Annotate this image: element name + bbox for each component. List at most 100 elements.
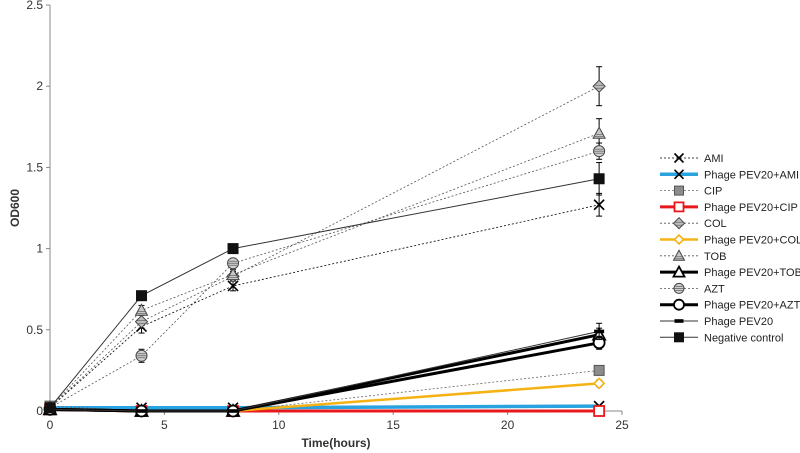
legend-label: Negative control [704,332,784,344]
data-point [44,402,56,414]
series-phage-pev20-tob [42,326,607,417]
series-line [49,204,600,409]
legend: AMI Phage PEV20+AMI CIP Phage PEV20+CIP COL P… [660,152,800,344]
data-point [593,405,606,417]
legend-label: CIP [704,186,722,198]
series-line [50,404,600,410]
marker-square [593,364,605,376]
marker-diamond [672,216,686,230]
legend-label: Phage PEV20+CIP [704,202,798,214]
legend-marker [673,233,685,246]
series-line [49,333,600,413]
marker-x-stroke [673,152,685,164]
legend-item: Phage PEV20 [660,316,773,328]
marker-diamond [673,233,685,246]
legend-marker [673,282,685,294]
data-point [592,79,606,93]
marker-triangle [592,126,606,139]
y-axis-title: OD600 [8,189,22,227]
legend-item: Phage PEV20+AZT [660,298,800,312]
data-point [134,314,149,329]
legend-item: AZT [660,282,725,295]
data-point [592,126,606,139]
data-point [227,280,239,292]
x-tick-label: 5 [161,418,168,432]
y-ticks: 0 0.5 1 1.5 2 2.5 [26,0,50,418]
series-line [49,150,600,409]
marker-square [673,201,685,213]
legend-label: AZT [704,283,725,295]
data-point [593,173,605,185]
data-point [593,145,606,158]
x-tick-label: 20 [501,418,515,432]
series-line [49,132,600,409]
legend-marker [671,264,687,278]
legend-item: TOB [660,249,726,263]
legend-marker [674,185,684,196]
marker-square [593,405,606,417]
legend-item: Phage PEV20+AMI [660,169,799,181]
data-point [228,409,239,413]
x-tick-label: 0 [47,418,54,432]
y-tick-label: 1.5 [26,160,43,174]
data-point [227,257,240,270]
x-ticks: 0 5 10 15 20 25 [47,411,629,432]
marker-triangle [134,303,149,316]
marker-square [593,173,605,185]
marker-diamond [134,314,149,329]
marker-diamond [592,79,606,93]
marker-square [227,243,239,255]
legend-label: TOB [704,251,726,263]
legend-label: Phage PEV20+TOB [704,267,800,279]
data-point [134,303,149,316]
x-tick-label: 15 [387,418,401,432]
y-tick-label: 0.5 [26,323,43,337]
marker-square [674,332,684,343]
series-line [49,330,600,412]
legend-marker [673,169,685,180]
legend-marker [674,332,684,343]
legend-marker [673,152,685,164]
data-point [594,329,605,334]
legend-item: AMI [660,152,724,165]
data-point [227,243,239,255]
series-negative-control [44,162,605,414]
marker-square [136,290,148,302]
y-tick-label: 1 [36,242,43,256]
data-point [593,364,605,376]
marker-diamond [592,377,606,390]
legend-item: COL [660,216,727,230]
axes [49,5,622,412]
series-phage-pev20 [45,322,605,413]
marker-dash [228,409,239,413]
marker-x-stroke [673,169,685,180]
marker-square [44,402,56,414]
marker-triangle [672,249,686,261]
data-point [592,377,606,390]
data-point [135,349,148,362]
legend-label: Phage PEV20+AMI [704,169,799,181]
x-tick-label: 10 [272,418,286,432]
series-line [49,178,600,409]
legend-label: AMI [704,153,724,165]
data-point [226,267,240,281]
series-azt [44,142,606,414]
legend-label: COL [704,218,727,230]
x-axis-title: Time(hours) [301,436,370,450]
legend-marker [674,319,684,323]
series-layer [42,66,607,418]
legend-marker [673,201,685,213]
legend-marker [672,216,686,230]
marker-dash [136,409,147,413]
marker-circle [673,298,685,311]
legend-label: Phage PEV20+AZT [704,300,800,312]
legend-label: Phage PEV20+COL [704,235,800,247]
marker-x-stroke [593,199,605,211]
series-ami [44,192,605,414]
legend-label: Phage PEV20 [704,316,773,328]
marker-dash [674,319,684,323]
marker-x-stroke [227,280,239,292]
legend-item: Negative control [660,332,784,344]
series-col [43,66,606,415]
y-tick-label: 2.5 [26,0,43,12]
